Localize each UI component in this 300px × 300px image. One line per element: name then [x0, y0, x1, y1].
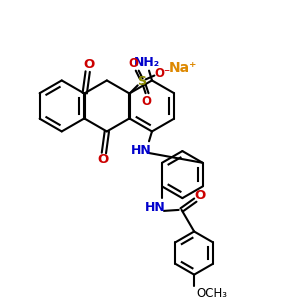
Text: HN: HN — [145, 202, 166, 214]
Text: OCH₃: OCH₃ — [196, 287, 227, 300]
Text: O: O — [129, 57, 139, 70]
Text: O: O — [97, 153, 109, 167]
Text: Na⁺: Na⁺ — [169, 61, 197, 75]
Text: O: O — [195, 189, 206, 202]
Text: O⁻: O⁻ — [154, 67, 170, 80]
Text: O: O — [142, 94, 152, 107]
Text: S: S — [137, 75, 146, 88]
Text: NH₂: NH₂ — [134, 56, 160, 69]
Text: O: O — [83, 58, 94, 71]
Text: HN: HN — [131, 144, 152, 157]
